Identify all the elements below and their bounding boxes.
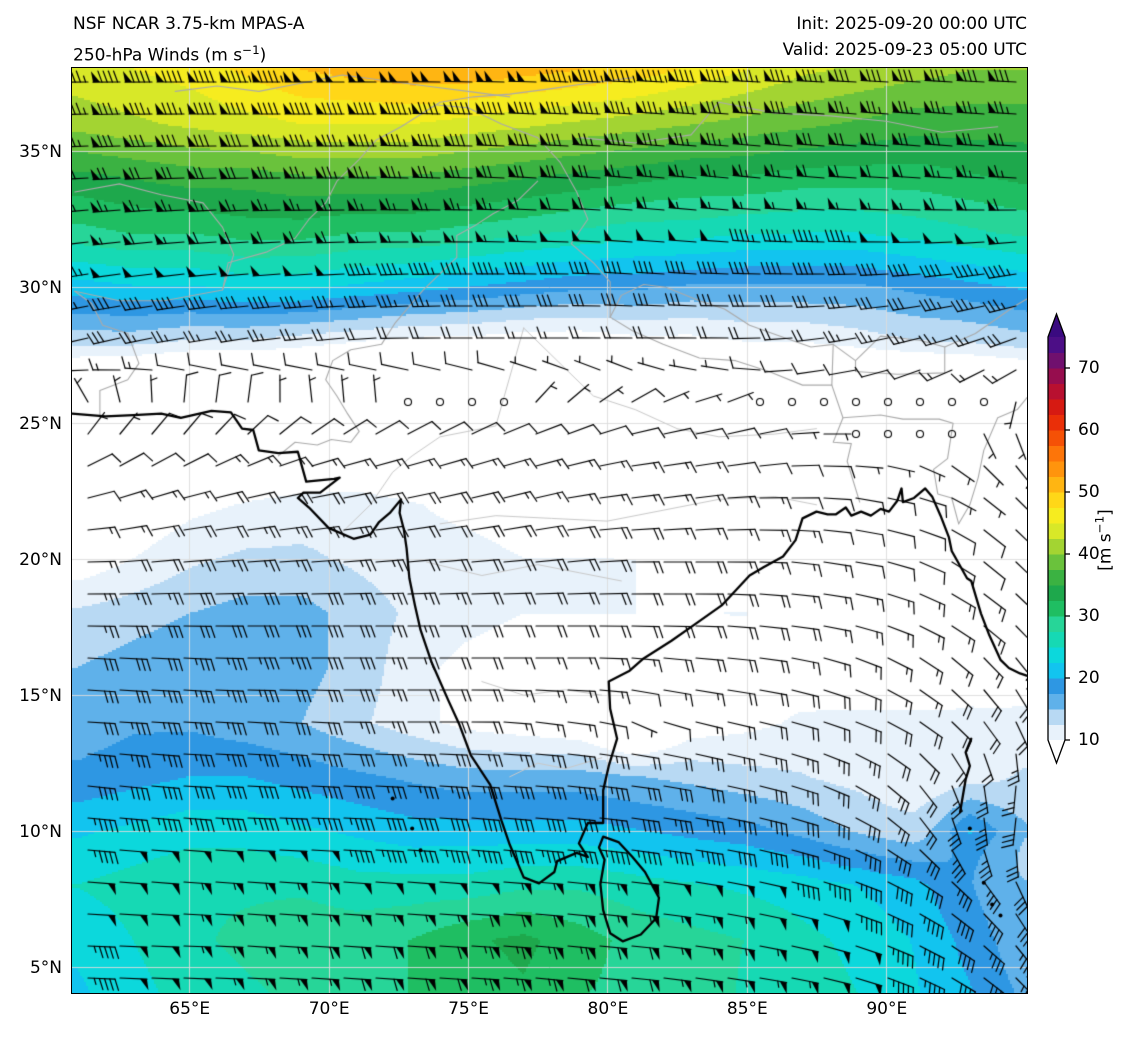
init-time: Init: 2025-09-20 00:00 UTC [796, 14, 1027, 34]
plot-title: NSF NCAR 3.75-km MPAS-A 250-hPa Winds (m… [73, 11, 305, 69]
colorbar-unit-label: [m s−1] [1092, 509, 1116, 571]
colorbar-tick-label: 70 [1078, 358, 1100, 378]
lon-tick-label: 80°E [587, 999, 629, 1019]
colorbar-tick-label: 30 [1078, 606, 1100, 626]
page-title-line1: NSF NCAR 3.75-km MPAS-A [73, 14, 305, 34]
lon-tick-label: 85°E [726, 999, 768, 1019]
colorbar-tick-label: 50 [1078, 482, 1100, 502]
units-superscript: −1 [242, 43, 260, 57]
lat-tick-label: 20°N [19, 549, 62, 570]
page-title-line2: 250-hPa Winds (m s−1) [73, 43, 267, 66]
colorbar-tick-label: 60 [1078, 420, 1100, 440]
colorbar [1047, 312, 1070, 765]
lat-tick-label: 10°N [19, 821, 62, 842]
lat-tick-label: 15°N [19, 685, 62, 706]
wind-map-canvas [72, 68, 1027, 993]
lat-tick-label: 30°N [19, 277, 62, 298]
map-frame [71, 67, 1028, 994]
lon-tick-label: 70°E [308, 999, 350, 1019]
colorbar-tick-label: 20 [1078, 668, 1100, 688]
colorbar-tick-label: 10 [1078, 730, 1100, 750]
run-times: Init: 2025-09-20 00:00 UTC Valid: 2025-0… [700, 11, 1027, 63]
lon-tick-label: 75°E [448, 999, 489, 1019]
valid-time: Valid: 2025-09-23 05:00 UTC [782, 40, 1027, 60]
lat-tick-label: 35°N [19, 141, 62, 162]
lon-tick-label: 90°E [866, 999, 908, 1019]
lat-tick-label: 5°N [29, 957, 62, 978]
lat-tick-label: 25°N [19, 413, 62, 434]
colorbar-tick-label: 40 [1078, 544, 1100, 564]
lon-tick-label: 65°E [169, 999, 211, 1019]
